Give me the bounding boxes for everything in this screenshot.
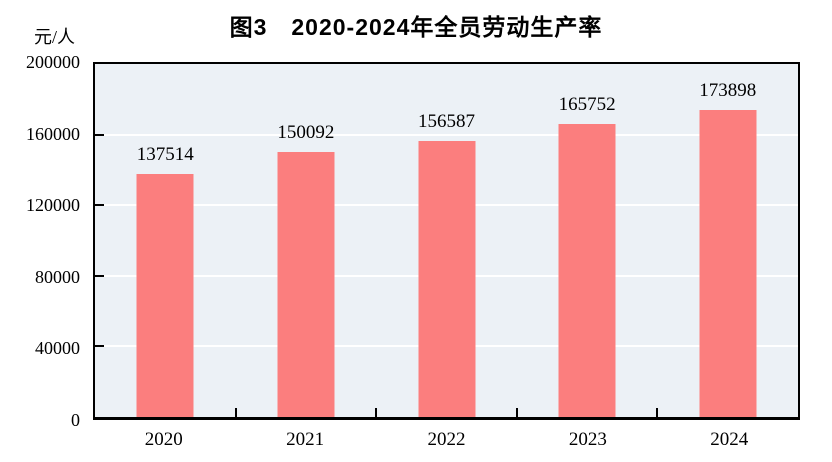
bar-value-label: 137514: [136, 144, 194, 166]
y-axis-tick-label: 120000: [26, 195, 80, 216]
y-axis-tick-mark: [95, 345, 104, 348]
x-axis-tick-label: 2022: [427, 429, 466, 450]
gridline: [95, 133, 798, 136]
y-axis-tick-label: 200000: [26, 52, 80, 72]
y-axis: 0 40000 80000 120000 160000 200000: [0, 53, 80, 429]
plot-area: 137514 150092 156587 165752 173898: [93, 62, 800, 420]
y-axis-unit-label: 元/人: [34, 27, 76, 47]
x-axis-tick-label: 2020: [144, 429, 183, 450]
bar: [699, 110, 757, 417]
x-axis-tick-mark: [515, 408, 518, 417]
y-axis-tick-mark: [95, 274, 104, 277]
x-axis-tick-mark: [375, 408, 378, 417]
bar-value-label: 173898: [699, 80, 757, 102]
y-axis-tick-label: 0: [71, 410, 80, 430]
bar: [136, 174, 194, 417]
bar: [558, 124, 616, 417]
x-axis-tick-mark: [656, 408, 659, 417]
plot-wrap: 137514 150092 156587 165752 173898: [93, 62, 800, 420]
bar: [418, 140, 475, 417]
y-axis-tick-mark: [95, 204, 104, 207]
x-axis: 2020 2021 2022 2023 2024: [93, 424, 800, 454]
bar-value-label: 150092: [277, 122, 335, 144]
y-axis-tick-mark: [95, 133, 104, 136]
x-axis-tick-mark: [234, 408, 237, 417]
bar-value-label: 165752: [558, 94, 616, 116]
x-axis-tick-label: 2023: [568, 429, 607, 450]
bar-value-label: 156587: [418, 110, 475, 132]
bar: [277, 152, 335, 417]
y-axis-tick-label: 160000: [26, 123, 80, 144]
x-axis-tick-label: 2024: [710, 429, 749, 450]
y-axis-tick-label: 80000: [35, 266, 80, 287]
y-axis-tick-label: 40000: [35, 338, 80, 359]
chart-title: 图3 2020-2024年全员劳动生产率: [229, 14, 603, 40]
x-axis-tick-label: 2021: [286, 429, 325, 450]
